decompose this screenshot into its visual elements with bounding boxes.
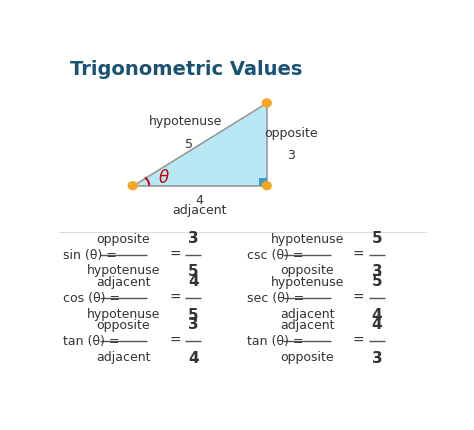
Text: 5: 5 (188, 307, 199, 322)
Text: 5: 5 (185, 138, 193, 150)
Text: tan (θ) =: tan (θ) = (63, 335, 119, 348)
Text: Trigonometric Values: Trigonometric Values (70, 60, 302, 79)
Text: 3: 3 (372, 350, 383, 366)
Text: 4: 4 (372, 317, 383, 332)
Text: 3: 3 (287, 149, 295, 162)
Text: 4: 4 (372, 307, 383, 322)
Text: opposite: opposite (281, 350, 334, 364)
Text: =: = (353, 334, 365, 348)
Text: 4: 4 (188, 350, 199, 366)
Text: adjacent: adjacent (280, 319, 335, 332)
Text: opposite: opposite (97, 233, 150, 246)
Text: tan (θ) =: tan (θ) = (246, 335, 303, 348)
Text: opposite: opposite (281, 264, 334, 277)
Text: hypotenuse: hypotenuse (271, 233, 344, 246)
Text: hypotenuse: hypotenuse (148, 115, 222, 128)
Text: 5: 5 (188, 264, 199, 280)
Text: 4: 4 (196, 194, 204, 207)
Text: sin (θ) =: sin (θ) = (63, 249, 117, 262)
Text: sec (θ) =: sec (θ) = (246, 292, 304, 305)
Text: hypotenuse: hypotenuse (87, 264, 160, 277)
Text: =: = (353, 291, 365, 305)
Text: 3: 3 (188, 317, 199, 332)
Text: =: = (169, 291, 181, 305)
Text: opposite: opposite (264, 127, 318, 140)
Text: =: = (169, 334, 181, 348)
Text: 4: 4 (188, 274, 199, 289)
Text: opposite: opposite (97, 319, 150, 332)
Text: csc (θ) =: csc (θ) = (246, 249, 303, 262)
Circle shape (263, 99, 271, 107)
Text: hypotenuse: hypotenuse (87, 307, 160, 320)
Circle shape (263, 182, 271, 190)
Bar (259, 178, 267, 186)
Text: 5: 5 (372, 231, 383, 246)
Text: =: = (353, 248, 365, 262)
Polygon shape (133, 103, 267, 186)
Text: 3: 3 (188, 231, 199, 246)
Text: cos (θ) =: cos (θ) = (63, 292, 120, 305)
Text: adjacent: adjacent (173, 204, 227, 217)
Text: adjacent: adjacent (96, 350, 151, 364)
Text: 3: 3 (372, 264, 383, 280)
Text: θ: θ (158, 169, 169, 187)
Text: =: = (169, 248, 181, 262)
Text: 5: 5 (372, 274, 383, 289)
Text: hypotenuse: hypotenuse (271, 276, 344, 289)
Circle shape (128, 182, 137, 190)
Text: adjacent: adjacent (96, 276, 151, 289)
Text: adjacent: adjacent (280, 307, 335, 320)
